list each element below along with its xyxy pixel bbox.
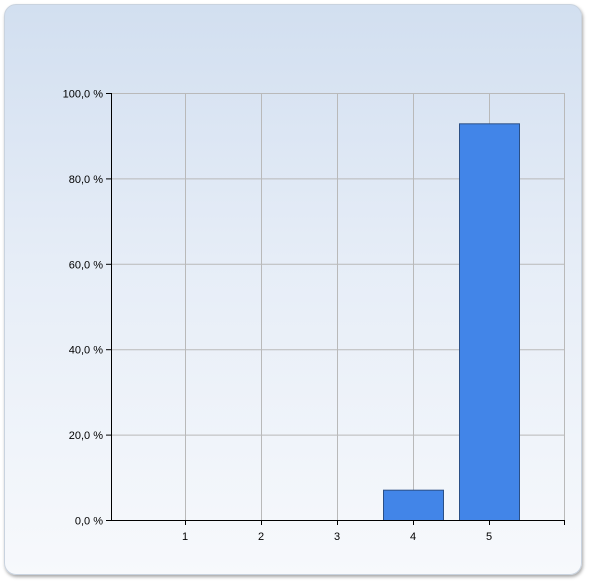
x-tick-label: 2 xyxy=(258,531,264,543)
x-tick-label: 5 xyxy=(486,531,492,543)
y-tick-label: 60,0 % xyxy=(69,259,103,271)
y-tick-label: 40,0 % xyxy=(69,345,103,357)
y-tick-label: 0,0 % xyxy=(75,516,103,528)
bar-5 xyxy=(459,123,520,522)
axis-layer xyxy=(106,93,565,525)
y-tick-label: 20,0 % xyxy=(69,430,103,442)
x-tick-label: 3 xyxy=(334,531,340,543)
x-tick-label: 4 xyxy=(410,531,416,543)
y-tick-label: 100,0 % xyxy=(63,89,104,101)
bar-4 xyxy=(383,489,444,522)
y-tick-label: 80,0 % xyxy=(69,174,103,186)
x-tick-label: 1 xyxy=(182,531,188,543)
label-layer: 0,0 % 20,0 % 40,0 % 60,0 % 80,0 % 100,0 % 1 2 3 4… xyxy=(63,89,492,544)
bar-layer xyxy=(383,123,520,522)
